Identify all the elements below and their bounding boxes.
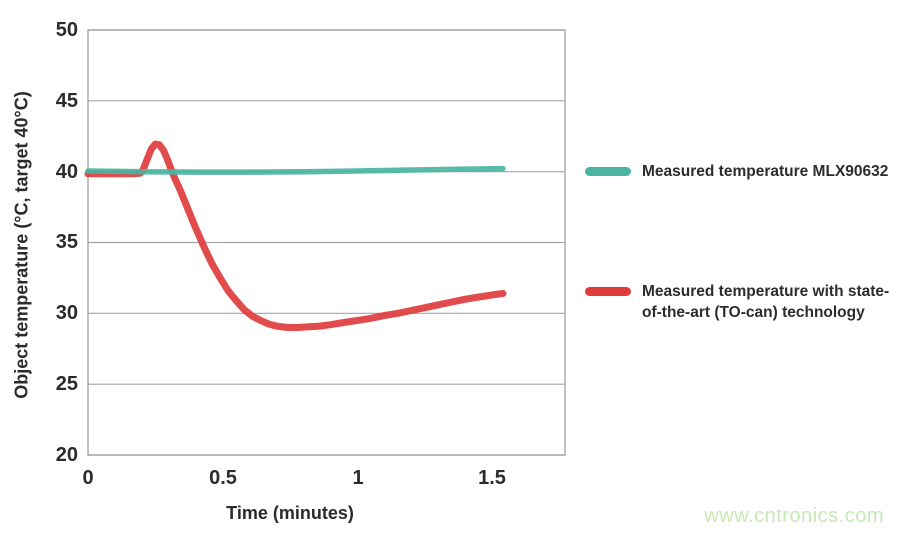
x-tick-label: 1.5 xyxy=(478,467,506,489)
legend-label: Measured temperature with state- of-the-… xyxy=(642,281,889,323)
x-tick-label: 0.5 xyxy=(209,467,237,489)
y-tick-label: 40 xyxy=(55,161,78,183)
legend-item-to-can: Measured temperature with state- of-the-… xyxy=(585,281,889,323)
x-tick-label: 1 xyxy=(352,467,364,489)
legend-label-line: of-the-art (TO-can) technology xyxy=(642,304,865,321)
y-tick-label: 25 xyxy=(55,373,78,395)
y-tick-label: 50 xyxy=(55,19,78,41)
legend-label-line: Measured temperature with state- xyxy=(642,283,890,300)
watermark-text: www.cntronics.com xyxy=(704,505,884,527)
legend-item-mlx90632: Measured temperature MLX90632 xyxy=(585,161,888,182)
x-tick-label: 0 xyxy=(82,467,94,489)
legend-swatch-teal xyxy=(585,167,631,176)
y-tick-label: 20 xyxy=(55,444,78,466)
y-tick-label: 30 xyxy=(55,302,78,324)
y-tick-label: 45 xyxy=(55,90,78,112)
legend-swatch-red xyxy=(585,287,631,296)
x-axis-title: Time (minutes) xyxy=(226,503,354,523)
y-axis-title: Object temperature (°C, target 40°C) xyxy=(11,91,32,399)
legend-label-line: Measured temperature MLX90632 xyxy=(642,163,889,180)
legend-label: Measured temperature MLX90632 xyxy=(642,161,888,182)
y-tick-label: 35 xyxy=(55,231,78,253)
